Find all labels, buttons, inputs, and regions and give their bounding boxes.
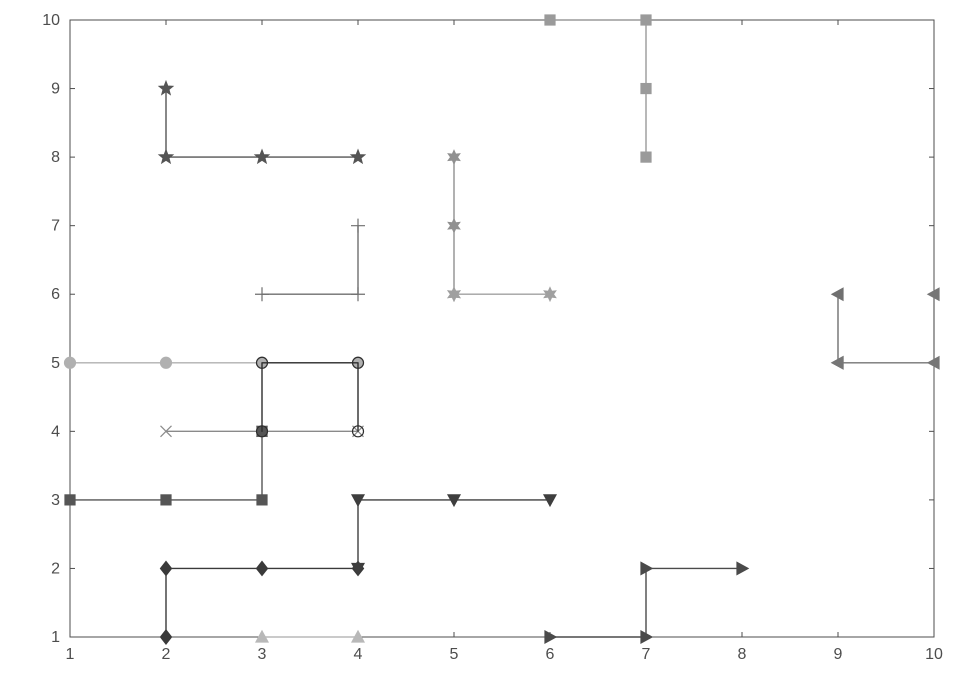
series-l-line <box>550 20 646 157</box>
series-j <box>448 151 459 301</box>
series-l <box>545 15 651 162</box>
y-tick-label: 4 <box>51 423 60 440</box>
x-tick-label: 7 <box>642 646 651 663</box>
series-g-line <box>166 568 358 637</box>
series-e <box>65 426 267 505</box>
series-m-line <box>550 568 742 637</box>
axis-box <box>70 20 934 637</box>
y-tick-label: 9 <box>51 81 60 98</box>
series-b <box>255 219 365 302</box>
series-i <box>257 357 364 437</box>
series-m <box>545 562 748 643</box>
x-tick-label: 8 <box>738 646 747 663</box>
series-a-line <box>166 89 358 158</box>
y-tick-label: 5 <box>51 355 60 372</box>
series-a <box>159 82 364 163</box>
x-tick-label: 3 <box>258 646 267 663</box>
x-tick-label: 10 <box>925 646 943 663</box>
series-f <box>256 631 364 642</box>
x-tick-label: 1 <box>66 646 75 663</box>
x-tick-label: 4 <box>354 646 363 663</box>
chart-svg: 1 2 3 4 5 6 7 8 9 10 1 2 3 4 5 6 7 8 9 10 <box>0 0 954 687</box>
x-tick-label: 5 <box>450 646 459 663</box>
y-tick-label: 2 <box>51 560 60 577</box>
series-h <box>352 495 556 575</box>
series-o <box>832 288 939 369</box>
series-e-line <box>70 431 262 500</box>
x-tick-label: 2 <box>162 646 171 663</box>
series-k <box>448 288 555 301</box>
y-tick-label: 8 <box>51 149 60 166</box>
series-b-line <box>262 226 358 295</box>
y-tick-label: 7 <box>51 218 60 235</box>
series-o-line <box>838 294 934 363</box>
y-tick-label: 10 <box>42 12 60 29</box>
y-tick-label: 3 <box>51 492 60 509</box>
series-i-line <box>262 363 358 432</box>
x-tick-label: 6 <box>546 646 555 663</box>
series-h-line <box>358 500 550 569</box>
chart-container: 1 2 3 4 5 6 7 8 9 10 1 2 3 4 5 6 7 8 9 10 <box>0 0 954 687</box>
series-n <box>832 288 843 369</box>
y-tick-label: 1 <box>51 629 60 646</box>
x-tick-label: 9 <box>834 646 843 663</box>
y-tick-label: 6 <box>51 286 60 303</box>
